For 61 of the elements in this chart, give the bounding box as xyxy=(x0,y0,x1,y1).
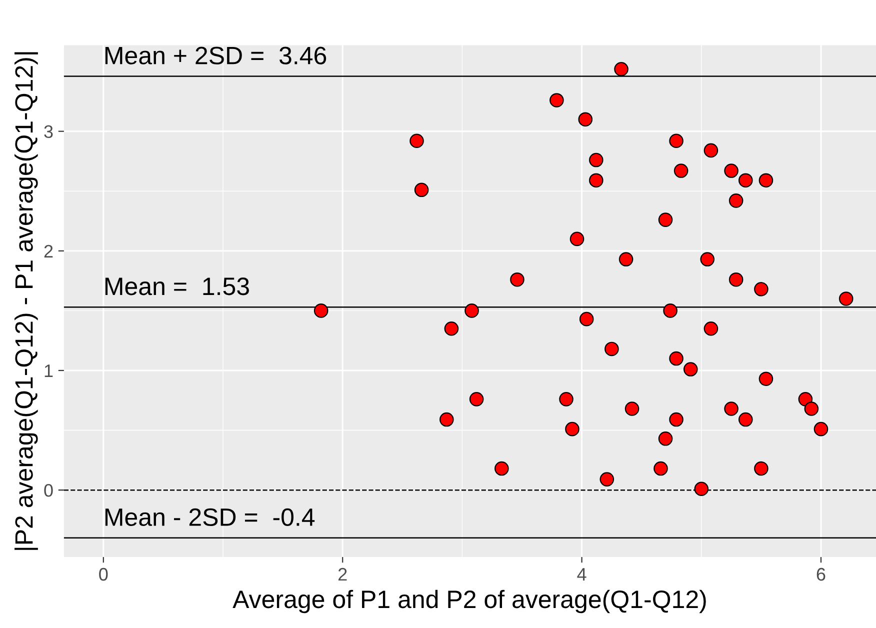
point xyxy=(728,272,744,287)
y-tick-label: 2 xyxy=(44,244,53,258)
point xyxy=(600,472,614,486)
point xyxy=(550,93,564,108)
point xyxy=(614,62,628,76)
point xyxy=(414,182,429,198)
y-axis-title: |P2 average(Q1-Q12) - P1 average(Q1-Q12)| xyxy=(14,52,38,550)
point xyxy=(570,232,584,246)
y-tick-label: 0 xyxy=(44,484,53,497)
point xyxy=(624,402,640,416)
point xyxy=(565,422,580,436)
point xyxy=(578,112,593,126)
y-tick-label: 3 xyxy=(44,125,53,138)
point xyxy=(589,152,604,168)
ref-line-label: Mean + 2SD = 3.46 xyxy=(105,46,326,64)
x-tick-label: 2 xyxy=(338,568,347,581)
y-tick-label: 1 xyxy=(44,364,53,378)
point xyxy=(704,143,718,158)
point xyxy=(440,412,454,427)
point xyxy=(410,134,424,148)
point xyxy=(704,321,718,336)
point xyxy=(663,304,678,318)
point xyxy=(669,412,684,427)
point xyxy=(758,173,774,188)
x-tick-label: 6 xyxy=(816,568,826,581)
x-tick-label: 4 xyxy=(577,568,586,581)
point xyxy=(700,252,715,266)
point xyxy=(658,432,673,446)
point xyxy=(314,304,328,318)
point xyxy=(444,321,459,336)
ref-line-label: Mean = 1.53 xyxy=(105,278,249,296)
point xyxy=(559,392,574,406)
point xyxy=(724,164,738,178)
point xyxy=(618,252,634,266)
point xyxy=(754,282,768,296)
point xyxy=(683,362,698,376)
point xyxy=(758,372,774,386)
point xyxy=(669,351,684,366)
point xyxy=(724,402,738,416)
point xyxy=(728,194,744,208)
point xyxy=(694,482,709,496)
x-axis-title: Average of P1 and P2 of average(Q1-Q12) xyxy=(232,590,706,614)
point xyxy=(738,173,753,188)
point xyxy=(838,292,854,306)
point xyxy=(754,461,768,476)
point xyxy=(814,422,828,436)
ref-line-label: Mean - 2SD = -0.4 xyxy=(105,508,315,526)
point xyxy=(464,304,479,318)
point xyxy=(604,342,619,356)
point xyxy=(669,134,684,148)
point xyxy=(494,461,509,476)
point xyxy=(654,461,668,476)
point xyxy=(804,402,819,416)
point xyxy=(510,272,524,287)
point xyxy=(589,173,604,188)
x-tick-label: 0 xyxy=(99,568,108,581)
point xyxy=(674,164,688,178)
point xyxy=(738,412,753,427)
point xyxy=(658,212,673,227)
point xyxy=(579,312,594,326)
point xyxy=(469,392,484,406)
